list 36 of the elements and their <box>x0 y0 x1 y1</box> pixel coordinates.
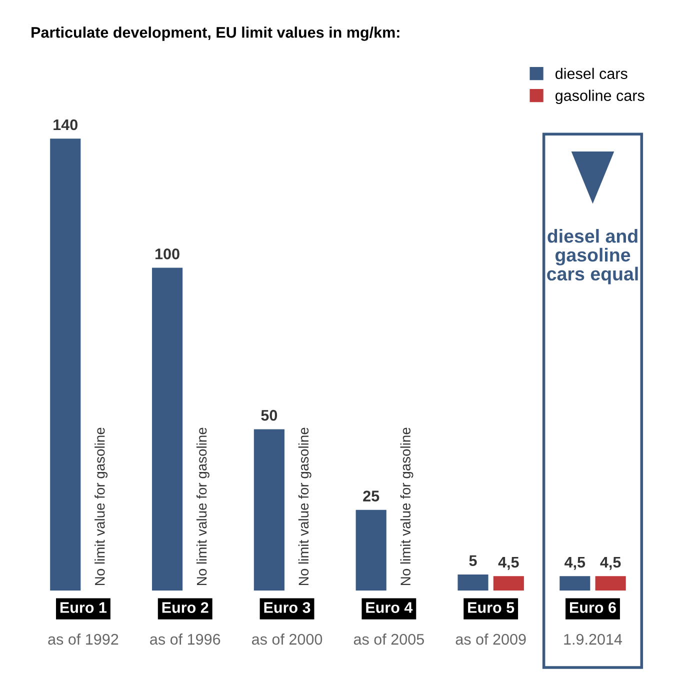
bar <box>152 268 183 591</box>
bar <box>356 510 386 591</box>
text: as of 2005 <box>354 634 424 645</box>
annotation: No limit value for gasoline <box>298 428 312 585</box>
bar <box>50 138 81 591</box>
bar <box>493 576 524 591</box>
text: as of 2009 <box>456 634 526 645</box>
annotation: No limit value for gasoline <box>196 428 210 585</box>
data-label: 4,5 <box>600 556 621 570</box>
x-tick-label: Euro 4 <box>366 602 413 613</box>
legend-label: gasoline cars <box>556 90 644 104</box>
bar <box>595 576 626 591</box>
chart-title: Particulate development, EU limit values in mg/km: <box>32 26 400 41</box>
x-tick-label: Euro 1 <box>60 602 107 613</box>
data-label: 5 <box>469 555 477 566</box>
x-tick-label: Euro 3 <box>264 602 310 613</box>
bar <box>560 576 590 591</box>
data-label: 4,5 <box>564 556 586 570</box>
x-tick-label: Euro 5 <box>468 602 514 613</box>
annotation: No limit value for gasoline <box>400 428 414 585</box>
data-label: 140 <box>54 119 78 130</box>
text: as of 1992 <box>48 634 118 645</box>
x-tick-label: Euro 2 <box>162 602 208 613</box>
text: as of 2000 <box>252 634 322 645</box>
annotation: diesel and gasoline cars equal <box>547 229 638 284</box>
data-label: 4,5 <box>498 556 519 570</box>
bar <box>458 574 488 591</box>
bar <box>254 429 284 591</box>
text: 1.9.2014 <box>564 634 622 645</box>
text: as of 1996 <box>150 634 220 645</box>
legend-label: diesel cars <box>556 68 628 80</box>
x-tick-label: Euro 6 <box>570 602 616 613</box>
data-label: 50 <box>261 410 278 421</box>
data-label: 100 <box>156 248 180 260</box>
data-label: 25 <box>363 490 380 502</box>
annotation: No limit value for gasoline <box>94 428 108 585</box>
